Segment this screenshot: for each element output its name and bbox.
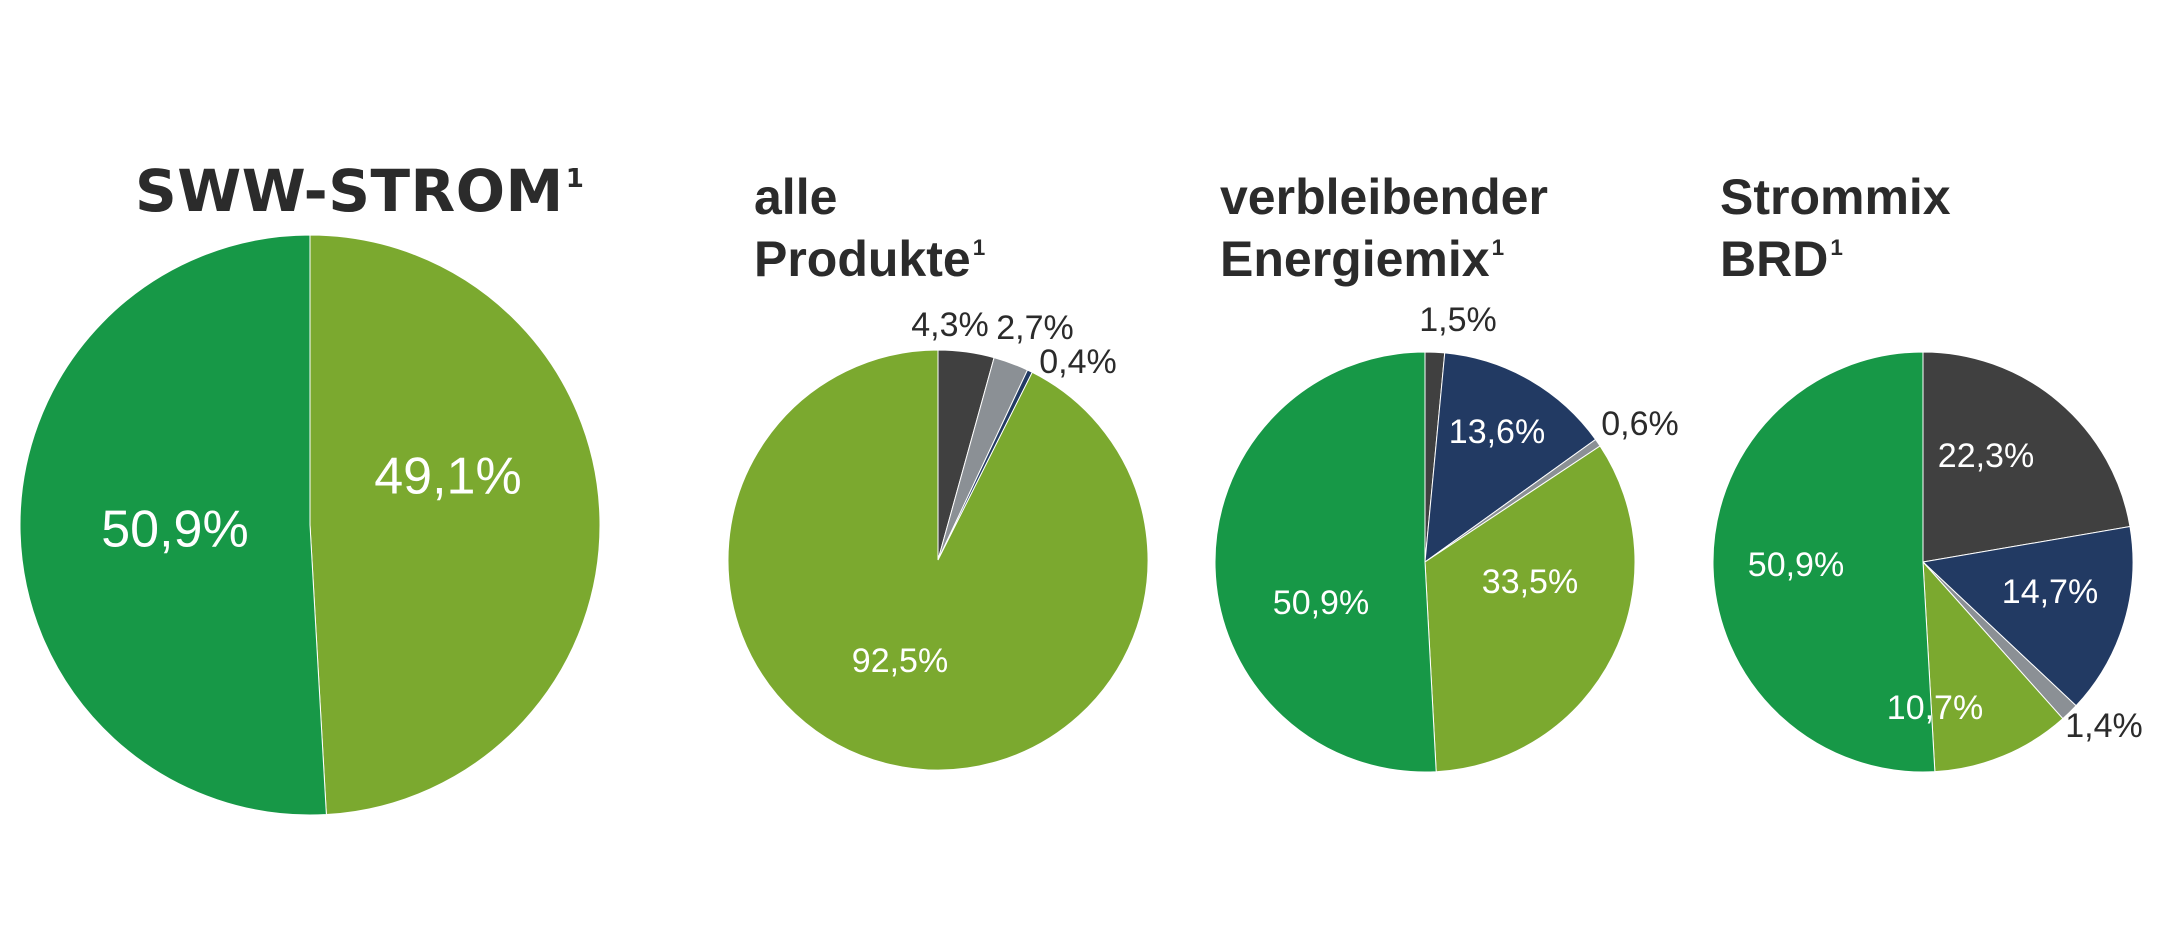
slice-data-label: 50,9%: [1748, 546, 1844, 584]
pie-slice: [19, 234, 327, 816]
title-line-1: Strommix: [1720, 169, 1951, 225]
slice-data-label: 13,6%: [1449, 413, 1545, 451]
chart-title-strommix-brd: Strommix BRD1: [1720, 166, 1951, 290]
pie-chart-1: 49,1% 50,9%: [19, 234, 601, 816]
chart-title-alle-produkte: alle Produkte1: [754, 166, 985, 290]
footnote-marker: 1: [972, 234, 986, 260]
slice-data-label: 4,3%: [911, 306, 989, 344]
pie-chart-4: 22,3% 14,7% 1,4% 10,7% 50,9%: [1712, 351, 2143, 773]
pie-slice: [1921, 525, 2134, 707]
title-line-2-text: Energiemix: [1220, 231, 1490, 287]
pie-slice: [1214, 351, 1437, 773]
pie-slice: [727, 349, 1149, 771]
pie-chart-2: 4,3% 2,7%0,4% 92,5%: [727, 306, 1149, 771]
pie-slice: [1424, 445, 1636, 773]
title-line-2-text: BRD: [1720, 231, 1829, 287]
pie-slice: [1922, 351, 2131, 563]
slice-data-label: 1,5%: [1419, 301, 1497, 339]
footnote-marker: 1: [565, 163, 585, 194]
pie-chart-3: 1,5% 13,6% 0,6% 33,5% 50,9%: [1214, 301, 1679, 773]
pie-slice: [1424, 352, 1597, 564]
footnote-marker: 1: [1491, 234, 1505, 260]
slice-data-label: 2,7%: [996, 309, 1074, 347]
slice-data-label: 10,7%: [1887, 689, 1983, 727]
pie-slice: [309, 234, 601, 816]
chart-title-sww-strom: SWW-STROM1: [135, 162, 584, 220]
title-line-2: Energiemix1: [1220, 228, 1548, 290]
slice-data-label: 92,5%: [852, 642, 948, 680]
title-line-1: alle: [754, 169, 838, 225]
slice-data-label: 0,4%: [1039, 343, 1117, 381]
slice-data-label: 1,4%: [2065, 707, 2143, 745]
slice-data-label: 22,3%: [1938, 437, 2034, 475]
title-line-2: BRD1: [1720, 228, 1951, 290]
slice-data-label: 14,7%: [2002, 573, 2098, 611]
title-line-1: verbleibender: [1220, 169, 1548, 225]
title-line-2: Produkte1: [754, 228, 985, 290]
title-text: SWW-STROM: [135, 157, 564, 225]
title-line-2-text: Produkte: [754, 231, 971, 287]
chart-title-verbleibender-energiemix: verbleibender Energiemix1: [1220, 166, 1548, 290]
slice-data-label: 49,1%: [374, 448, 521, 506]
slice-data-label: 33,5%: [1482, 563, 1578, 601]
footnote-marker: 1: [1830, 234, 1843, 260]
pie-slice: [1712, 351, 1936, 773]
slice-data-label: 50,9%: [1273, 584, 1369, 622]
slice-data-label: 50,9%: [101, 501, 248, 559]
pie-slice: [1922, 560, 2064, 773]
slice-data-label: 0,6%: [1601, 405, 1679, 443]
